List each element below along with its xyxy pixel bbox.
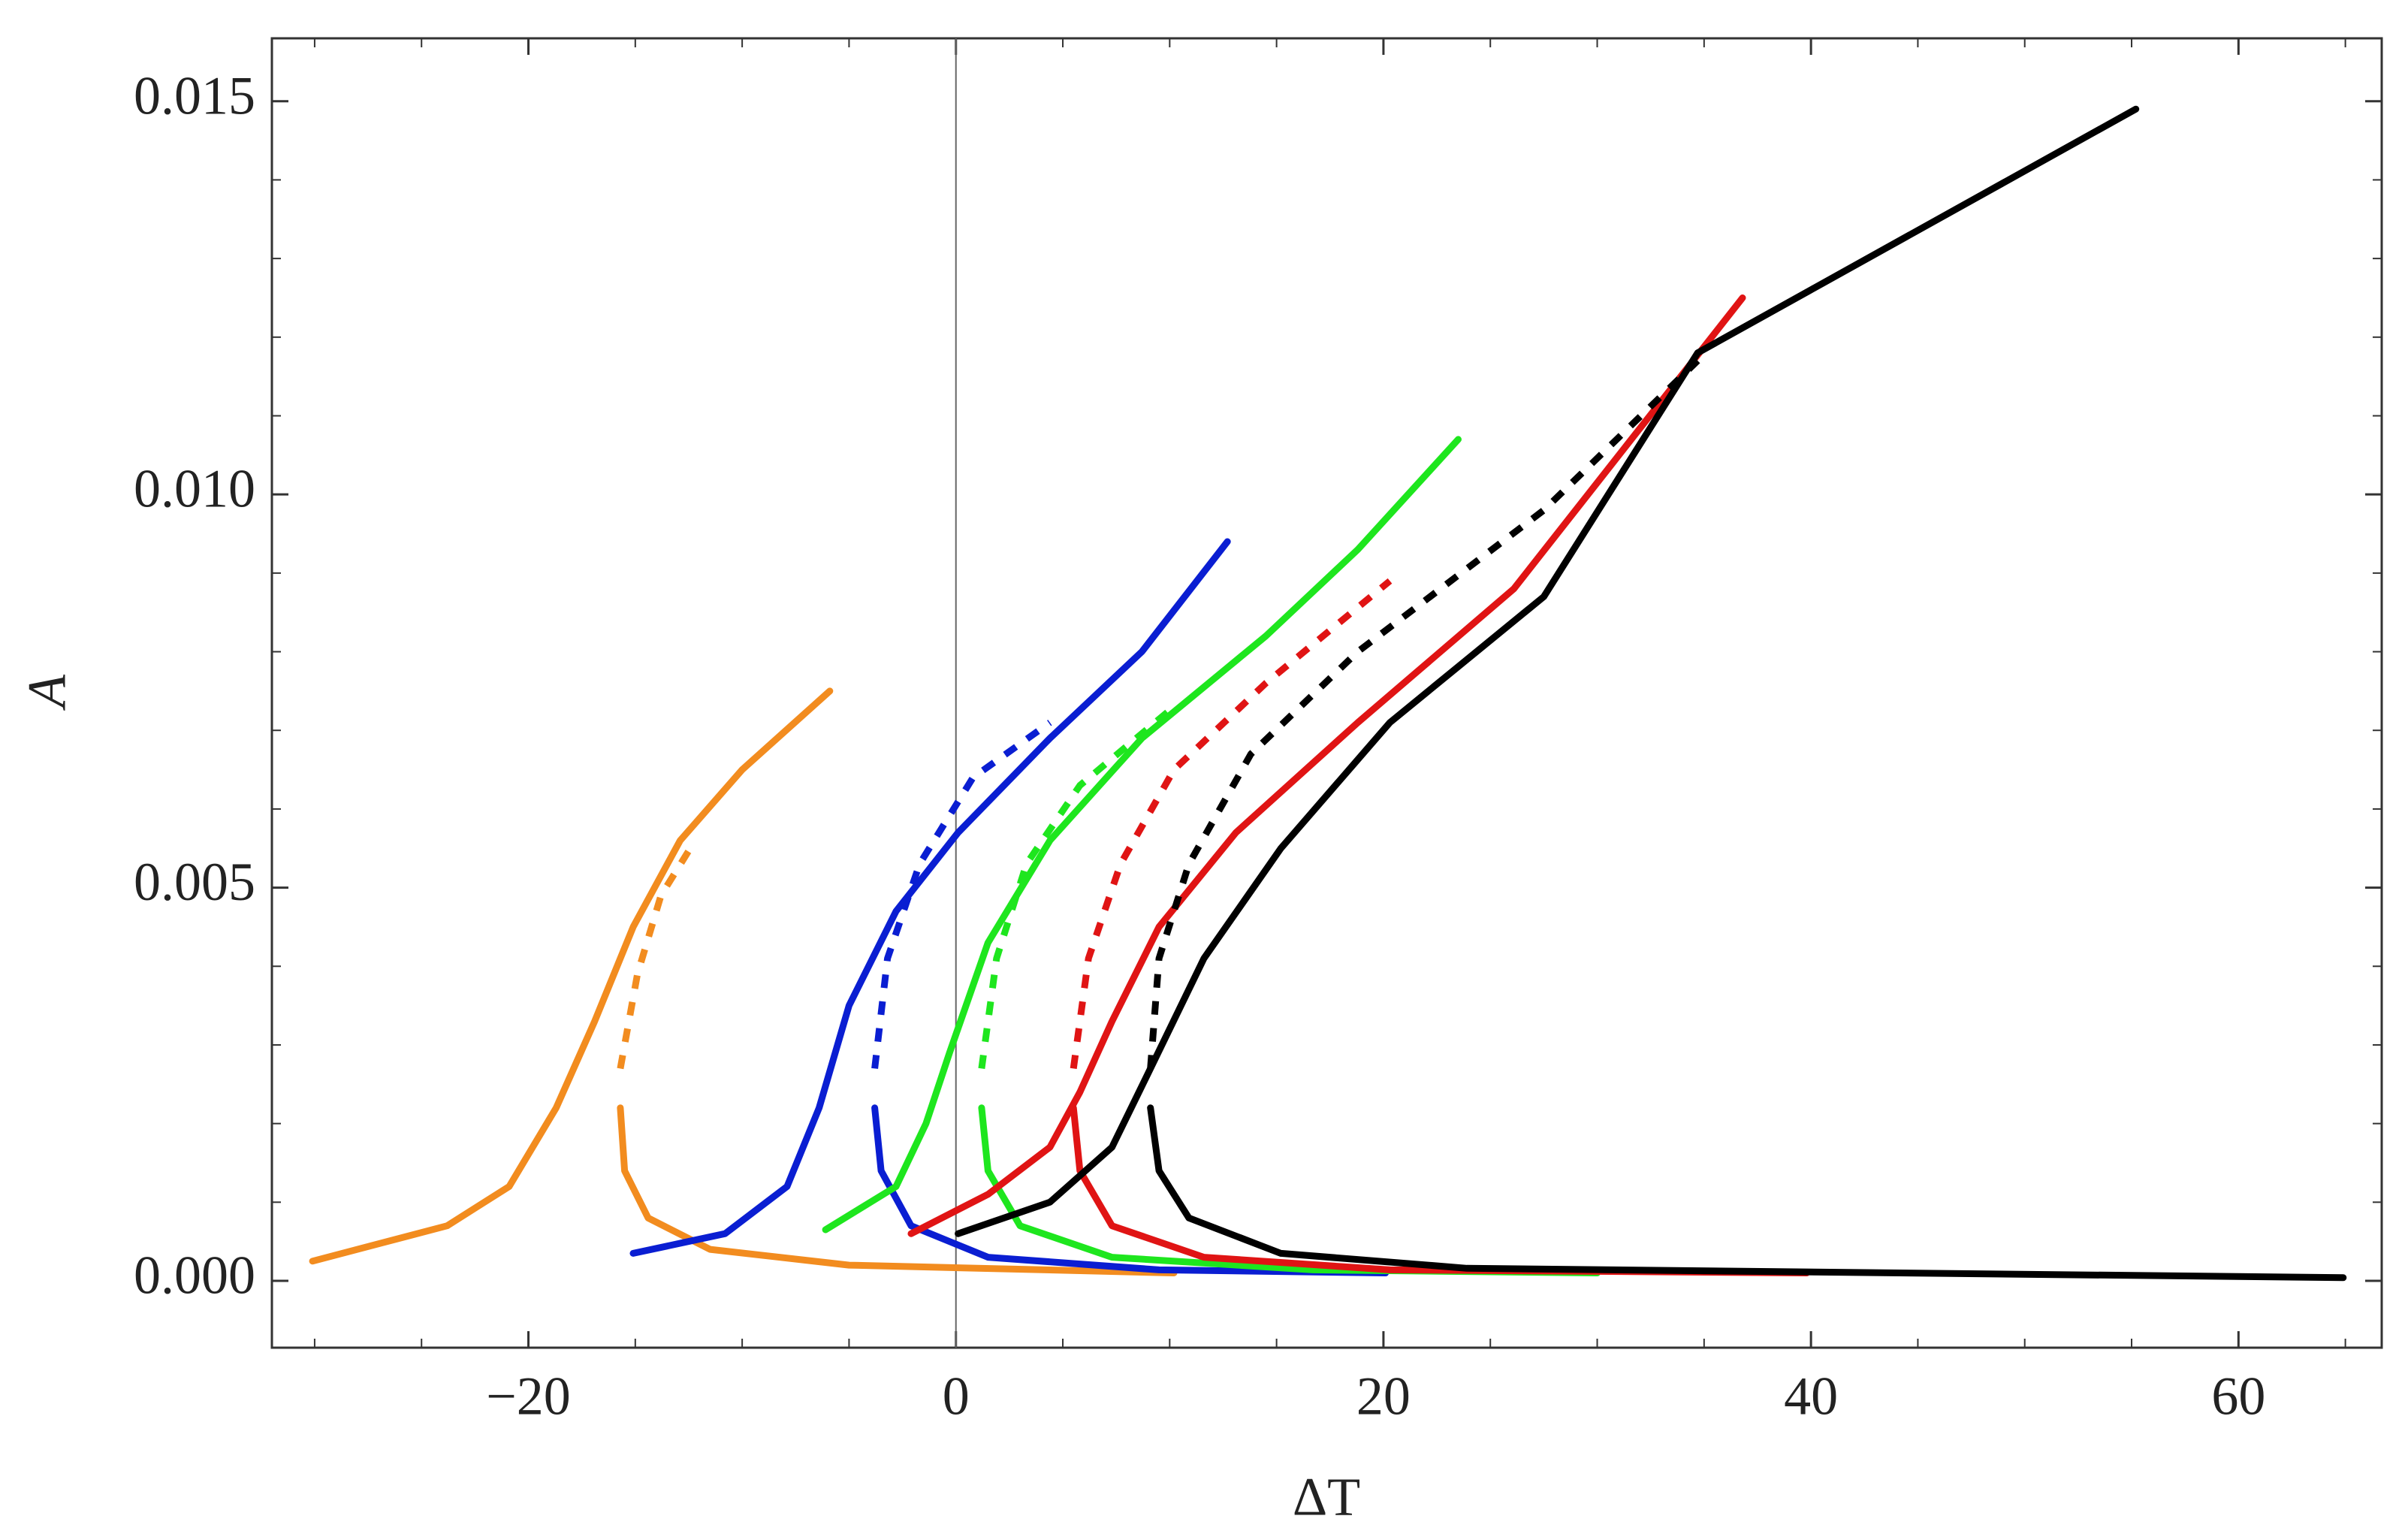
solid-curve bbox=[907, 294, 1746, 1237]
solid-curve bbox=[309, 687, 834, 1265]
y-tick-label: 0.010 bbox=[134, 459, 255, 519]
solid-curve bbox=[1070, 1104, 1810, 1276]
y-tick-label: 0.015 bbox=[134, 65, 255, 125]
solid-curve bbox=[822, 436, 1462, 1234]
dashed-curve bbox=[1147, 358, 1700, 1069]
solid-curve bbox=[617, 1104, 1178, 1276]
solid-curve bbox=[955, 105, 2140, 1237]
solid-curve bbox=[1147, 1104, 2347, 1282]
plot-frame bbox=[270, 37, 2383, 1349]
dashed-curve bbox=[1070, 578, 1393, 1070]
y-tick-label: 0.000 bbox=[134, 1246, 255, 1306]
dashed-curve bbox=[617, 838, 699, 1070]
x-tick-label: 40 bbox=[1784, 1366, 1838, 1427]
x-tick-label: −20 bbox=[486, 1366, 571, 1427]
x-tick-label: 60 bbox=[2211, 1366, 2265, 1427]
y-tick-label: 0.005 bbox=[134, 852, 255, 912]
solid-curve bbox=[629, 538, 1231, 1257]
x-tick-label: 0 bbox=[943, 1366, 970, 1427]
solid-curve bbox=[871, 1104, 1390, 1276]
y-axis-label: A bbox=[17, 674, 77, 711]
x-tick-label: 20 bbox=[1356, 1366, 1411, 1427]
x-axis-label: ΔT bbox=[1293, 1467, 1360, 1527]
